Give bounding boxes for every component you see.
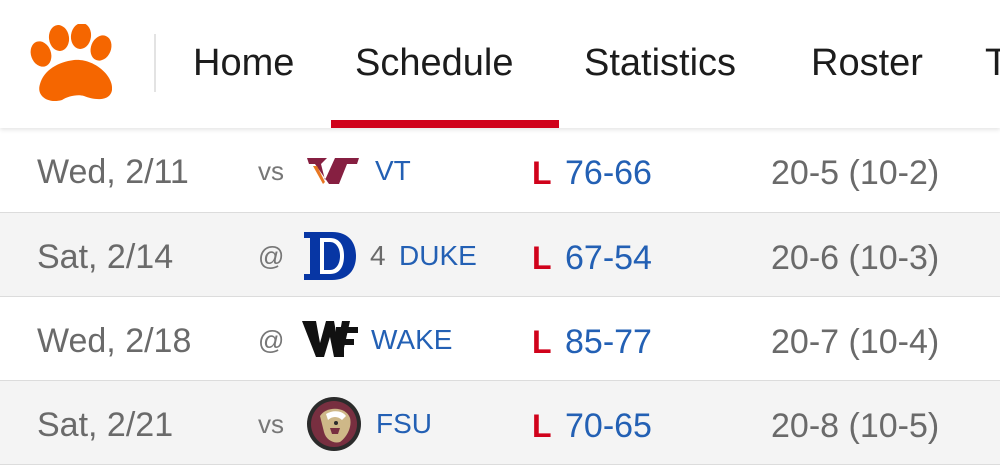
active-tab-indicator xyxy=(331,120,559,128)
tab-schedule[interactable]: Schedule xyxy=(355,42,514,84)
wf-logo-icon xyxy=(302,321,358,357)
game-site: @ xyxy=(258,241,285,271)
result-badge: L xyxy=(532,155,552,191)
record-text: 20-6 (10-3) xyxy=(771,239,940,277)
tab-roster[interactable]: Roster xyxy=(811,42,923,84)
game-site: vs xyxy=(258,156,284,186)
opponent-rank: 4 xyxy=(370,240,386,271)
tab-statistics[interactable]: Statistics xyxy=(584,42,737,84)
opponent-link[interactable]: VT xyxy=(375,155,411,186)
duke-logo-icon xyxy=(304,232,356,280)
fsu-logo-icon xyxy=(307,397,361,451)
result-badge: L xyxy=(532,324,552,360)
score-link[interactable]: 67-54 xyxy=(565,239,652,277)
schedule-list: Wed, 2/11 vs VT L 76-66 20-5 (10-2) Sat,… xyxy=(0,128,1000,465)
game-row[interactable]: Sat, 2/21 vs FSU L 70-65 20-8 (10-5) xyxy=(0,381,1000,465)
score-link[interactable]: 76-66 xyxy=(565,154,652,192)
record-text: 20-7 (10-4) xyxy=(771,323,940,361)
game-date: Wed, 2/11 xyxy=(37,153,189,191)
game-date: Wed, 2/18 xyxy=(37,322,192,360)
opponent-link[interactable]: WAKE xyxy=(371,324,453,355)
game-row[interactable]: Wed, 2/18 @ WAKE L 85-77 20-7 (10-4) xyxy=(0,297,1000,381)
nav-divider xyxy=(154,34,156,92)
paw-icon[interactable] xyxy=(28,24,120,106)
top-nav-bar: Home Schedule Statistics Roster T xyxy=(0,0,1000,128)
record-text: 20-5 (10-2) xyxy=(771,154,940,192)
result-badge: L xyxy=(532,240,552,276)
score-link[interactable]: 85-77 xyxy=(565,323,652,361)
game-site: @ xyxy=(258,325,285,355)
record-text: 20-8 (10-5) xyxy=(771,407,940,445)
game-row[interactable]: Sat, 2/14 @ 4 DUKE L 67-54 20-6 (10-3) xyxy=(0,213,1000,297)
opponent-link[interactable]: FSU xyxy=(376,408,432,439)
tab-home[interactable]: Home xyxy=(193,42,295,84)
game-date: Sat, 2/21 xyxy=(37,406,174,444)
game-date: Sat, 2/14 xyxy=(37,238,174,276)
tab-partial[interactable]: T xyxy=(985,42,1000,84)
game-row[interactable]: Wed, 2/11 vs VT L 76-66 20-5 (10-2) xyxy=(0,128,1000,213)
result-badge: L xyxy=(532,408,552,444)
score-link[interactable]: 70-65 xyxy=(565,407,652,445)
game-site: vs xyxy=(258,409,284,439)
vt-logo-icon xyxy=(307,158,359,184)
opponent-link[interactable]: DUKE xyxy=(399,240,477,271)
